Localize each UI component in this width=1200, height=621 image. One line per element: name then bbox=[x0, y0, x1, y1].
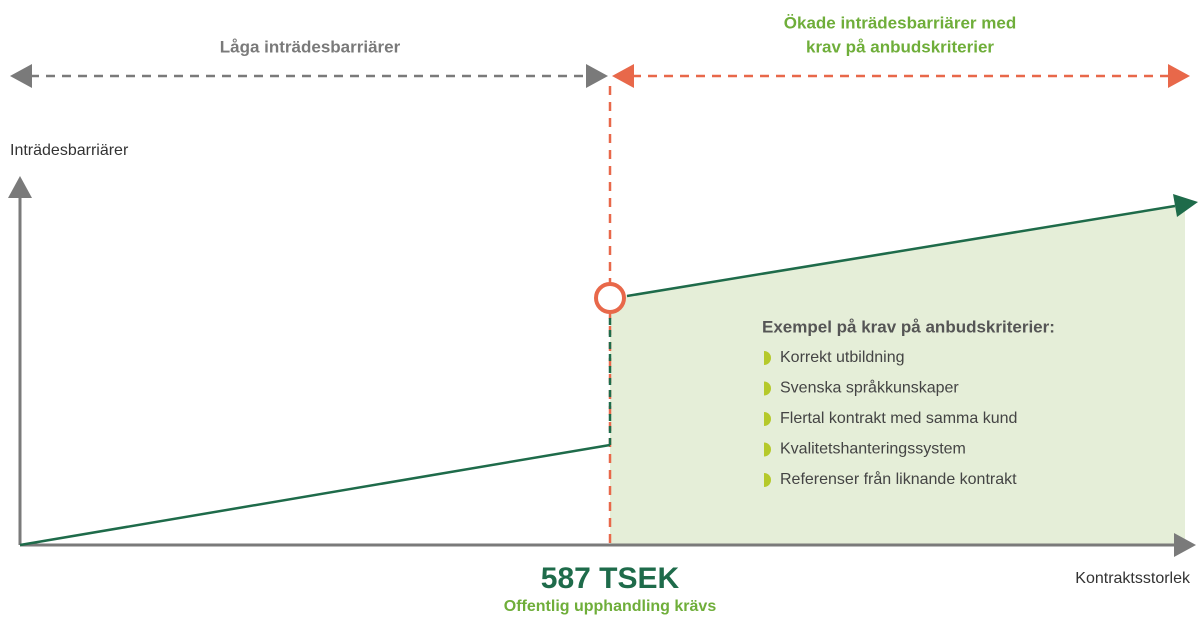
criteria-item: Svenska språkkunskaper bbox=[780, 379, 959, 397]
bullet bbox=[764, 412, 771, 426]
threshold-marker bbox=[594, 282, 626, 314]
shaded-area bbox=[610, 203, 1185, 545]
right-label: Ökade inträdesbarriärer med bbox=[784, 13, 1016, 32]
low-line bbox=[19, 443, 611, 547]
arrowhead bbox=[586, 64, 608, 88]
bullet bbox=[764, 473, 771, 487]
arrowhead bbox=[1174, 533, 1196, 557]
threshold-amount: 587 TSEK bbox=[541, 562, 680, 595]
criteria-item: Korrekt utbildning bbox=[780, 349, 905, 366]
bullet bbox=[764, 381, 771, 396]
criteria-item: Flertal kontrakt med samma kund bbox=[780, 410, 1017, 427]
threshold-note: Offentlig upphandling krävs bbox=[504, 598, 717, 615]
right-label: krav på anbudskriterier bbox=[806, 37, 994, 56]
left-label: Låga inträdesbarriärer bbox=[220, 37, 401, 56]
y-axis-label: Inträdesbarriärer bbox=[10, 142, 129, 159]
criteria-title: Exempel på krav på anbudskriterier: bbox=[762, 317, 1055, 336]
bullet bbox=[764, 442, 771, 457]
high-line bbox=[626, 204, 1176, 298]
arrowhead bbox=[10, 64, 32, 88]
bullet bbox=[764, 351, 771, 365]
x-axis-label: Kontraktsstorlek bbox=[1075, 570, 1191, 587]
criteria-item: Kvalitetshanteringssystem bbox=[780, 441, 966, 458]
arrowhead bbox=[612, 64, 634, 88]
arrowhead bbox=[1168, 64, 1190, 88]
criteria-item: Referenser från liknande kontrakt bbox=[780, 470, 1017, 488]
arrowhead bbox=[8, 176, 32, 198]
arrowhead bbox=[1173, 194, 1198, 217]
